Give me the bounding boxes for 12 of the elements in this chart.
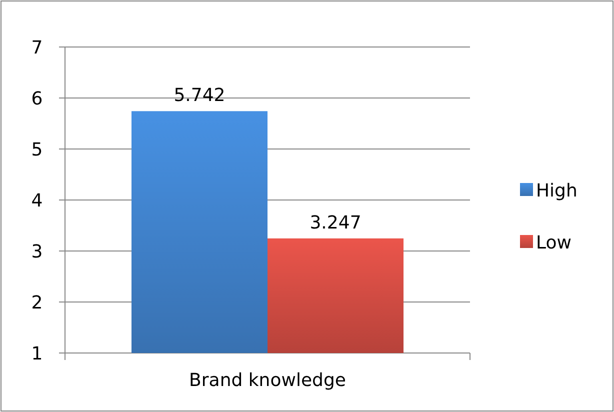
y-tick-label: 4	[31, 190, 43, 212]
y-tick-label: 7	[31, 37, 43, 58]
y-tick-label: 3	[31, 241, 43, 262]
legend-label: Low	[536, 232, 572, 254]
x-tick-label: Brand knowledge	[189, 370, 346, 391]
y-tick-label: 2	[31, 292, 43, 314]
data-label: 3.247	[310, 212, 362, 234]
y-tick-label: 1	[31, 343, 43, 364]
data-label: 5.742	[174, 85, 226, 106]
y-tick-label: 6	[31, 88, 43, 110]
y-tick-label: 5	[31, 139, 43, 160]
legend-label: High	[536, 180, 578, 202]
